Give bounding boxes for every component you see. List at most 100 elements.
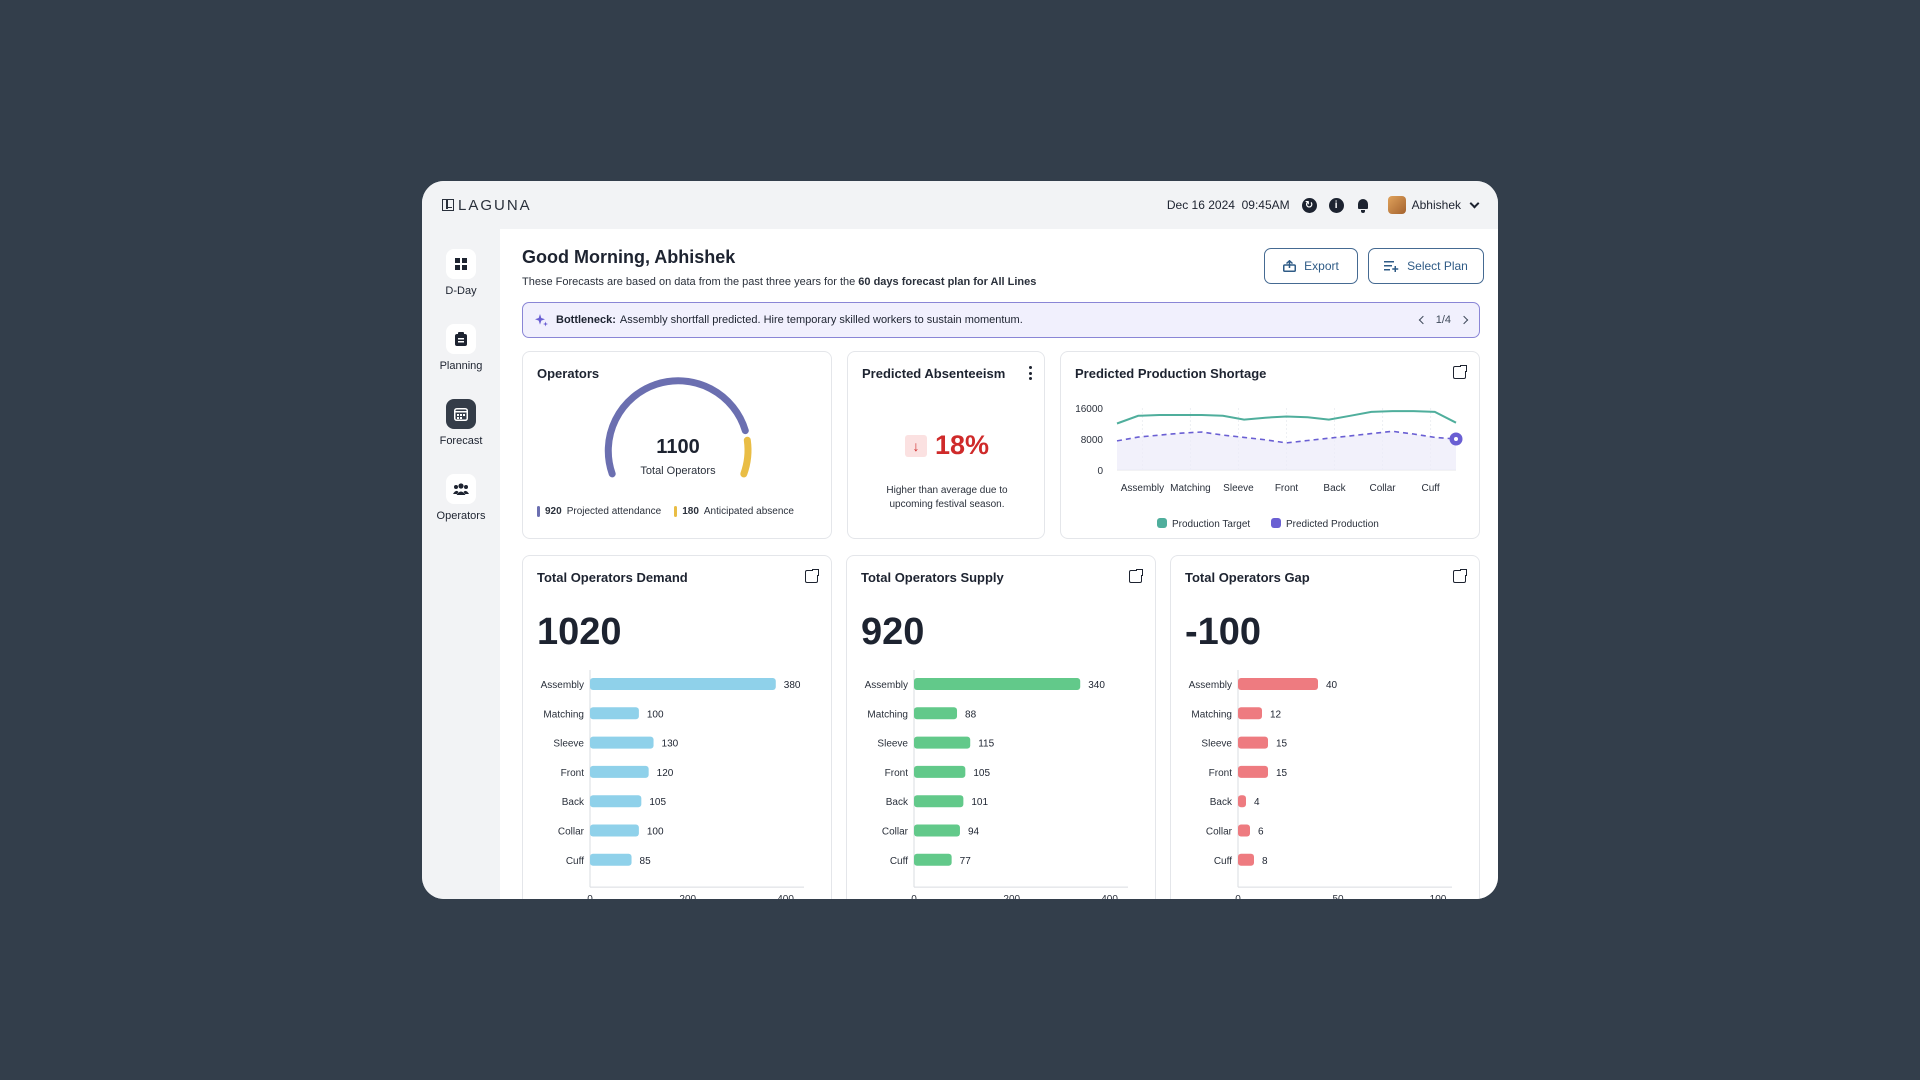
absence-value: 180 [682, 506, 699, 517]
bar [914, 824, 960, 837]
gauge-attendance-arc [604, 377, 749, 478]
sidebar: D-Day Planning Forecast Operators [422, 229, 500, 899]
info-icon[interactable]: i [1328, 197, 1344, 213]
app-window: LAGUNA Dec 16 2024 09:45AM ↻ i Abhishek … [422, 181, 1498, 899]
data-label: 15 [1276, 768, 1288, 779]
data-label: 77 [960, 856, 972, 867]
chevron-left-icon[interactable] [1418, 315, 1427, 325]
sidebar-item-operators[interactable]: Operators [422, 474, 500, 522]
category-label: Cuff [566, 856, 584, 867]
absenteeism-value-row: ↓ 18% [848, 430, 1046, 461]
user-name: Abhishek [1411, 198, 1461, 212]
bar [1238, 678, 1318, 690]
category-label: Back [1210, 797, 1233, 808]
bar [1238, 707, 1262, 720]
data-label: 105 [973, 768, 990, 779]
arrow-down-icon: ↓ [904, 434, 927, 457]
attendance-label: Projected attendance [566, 506, 662, 517]
data-label: 40 [1326, 680, 1338, 691]
attendance-swatch [537, 506, 540, 517]
category-label: Sleeve [553, 739, 584, 750]
absenteeism-value: 18% [934, 430, 990, 460]
more-vertical-icon[interactable] [1029, 366, 1033, 380]
category-label: Collar [882, 827, 909, 838]
refresh-icon[interactable]: ↻ [1301, 197, 1317, 213]
calendar-icon [446, 399, 476, 429]
bar [590, 707, 639, 720]
category-label: Matching [1191, 709, 1232, 720]
operators-card: Operators 1100 Total Operators 920 Proje… [522, 351, 832, 539]
predicted-end-point-center [1454, 437, 1458, 441]
bar [1238, 795, 1246, 808]
top-bar: LAGUNA Dec 16 2024 09:45AM ↻ i Abhishek [422, 181, 1498, 229]
category-label: Assembly [1189, 680, 1232, 691]
external-link-icon[interactable] [1129, 568, 1144, 583]
x-tick-label: 0 [911, 894, 917, 899]
series-line-predicted-production [1116, 430, 1457, 444]
select-plan-button[interactable]: Select Plan [1368, 248, 1484, 284]
bar [590, 795, 642, 808]
bar [914, 707, 958, 720]
bar [590, 736, 654, 749]
attendance-value: 920 [545, 506, 562, 517]
x-tick-label: 0 [587, 894, 593, 899]
external-link-icon[interactable] [1453, 364, 1468, 379]
x-tick-label: Matching [1170, 483, 1211, 494]
bell-icon[interactable] [1356, 198, 1370, 213]
sidebar-item-planning[interactable]: Planning [422, 324, 500, 372]
sidebar-item-forecast[interactable]: Forecast [422, 399, 500, 447]
shortage-line-chart: 16000 8000 0 Assembly Matching Sleeve Front Bac… [1075, 404, 1463, 530]
select-plan-label: Select Plan [1407, 259, 1468, 273]
shortage-card: Predicted Production Shortage 16000 8000 0… [1060, 351, 1480, 539]
bar [1238, 824, 1250, 837]
legend-label: Production Target [1172, 519, 1250, 530]
gap-total: -100 [1185, 611, 1262, 653]
user-menu[interactable]: Abhishek [1387, 196, 1480, 214]
app-logo[interactable]: LAGUNA [442, 197, 532, 214]
bar [590, 824, 639, 837]
supply-bar-chart: Assembly 340 Matching 88 Sleeve 115 Front 105 Ba… [865, 670, 1128, 899]
operators-legend: 920 Projected attendance 180 Anticipated… [537, 506, 794, 517]
predicted-area [1117, 431, 1456, 470]
card-title: Operators [537, 366, 600, 381]
external-link-icon[interactable] [805, 568, 820, 583]
x-tick-label: Front [1275, 483, 1299, 494]
note-line: upcoming festival season. [889, 499, 1005, 510]
y-tick-label: 0 [1097, 466, 1103, 477]
category-label: Collar [558, 827, 585, 838]
category-label: Matching [543, 709, 584, 720]
bar [590, 853, 632, 866]
export-button[interactable]: Export [1264, 248, 1358, 284]
data-label: 12 [1270, 709, 1282, 720]
bar [590, 678, 776, 690]
card-title: Total Operators Demand [537, 570, 688, 585]
absenteeism-card: Predicted Absenteeism ↓ 18% Higher than … [847, 351, 1045, 539]
legend-swatch [1271, 518, 1281, 528]
sidebar-item-dday[interactable]: D-Day [422, 249, 500, 297]
sidebar-item-label: Forecast [439, 435, 483, 447]
bar [590, 765, 649, 778]
operators-gauge [604, 377, 752, 478]
external-link-icon[interactable] [1453, 568, 1468, 583]
x-tick-label: 50 [1332, 894, 1344, 899]
logo-text: LAGUNA [458, 196, 532, 214]
y-tick-label: 16000 [1075, 404, 1103, 415]
chevron-right-icon[interactable] [1459, 315, 1469, 325]
bottleneck-alert: Bottleneck: Assembly shortfall predicted… [522, 302, 1480, 338]
people-icon [446, 474, 476, 504]
data-label: 100 [647, 827, 664, 838]
x-tick-label: 200 [679, 894, 696, 899]
demand-bar-chart: Assembly 380 Matching 100 Sleeve 130 Front 120 B… [541, 670, 804, 899]
category-label: Front [1209, 768, 1233, 779]
bar [914, 853, 952, 866]
category-label: Assembly [541, 680, 584, 691]
x-tick-label: 200 [1003, 894, 1020, 899]
alert-message: Assembly shortfall predicted. Hire tempo… [619, 314, 1023, 326]
main-content: Good Morning, Abhishek These Forecasts a… [500, 229, 1498, 899]
alert-page: 1/4 [1435, 314, 1451, 326]
card-title: Predicted Absenteeism [862, 366, 1006, 381]
data-label: 88 [965, 709, 977, 720]
absence-label: Anticipated absence [703, 506, 794, 517]
category-label: Back [562, 797, 585, 808]
